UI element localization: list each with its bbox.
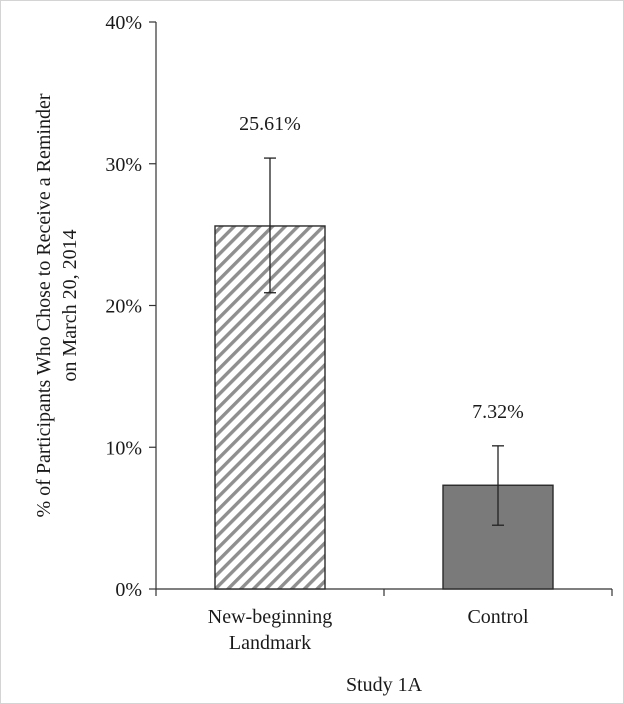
x-category-label: Landmark — [229, 632, 311, 654]
y-tick-label: 0% — [115, 579, 142, 601]
y-tick-label: 10% — [105, 437, 142, 459]
y-axis-label: % of Participants Who Chose to Receive a… — [33, 93, 81, 517]
data-label-0: 25.61% — [239, 113, 301, 135]
y-axis-label-line: on March 20, 2014 — [59, 229, 81, 381]
y-tick-label: 20% — [105, 296, 142, 318]
x-category-label: Control — [467, 606, 529, 628]
y-tick-label: 40% — [105, 12, 142, 34]
y-axis-label-line: % of Participants Who Chose to Receive a… — [33, 93, 55, 517]
x-category-label: New-beginning — [208, 606, 332, 628]
y-tick-label: 30% — [105, 154, 142, 176]
data-label-1: 7.32% — [472, 401, 524, 423]
bar-1 — [442, 484, 554, 590]
x-axis-label: Study 1A — [346, 674, 423, 696]
